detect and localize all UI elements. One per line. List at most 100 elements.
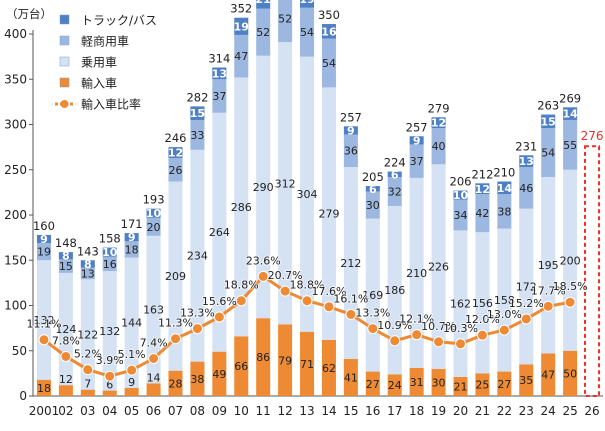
- bar-segment: [300, 0, 315, 8]
- segment-labels: 1813219912124158712213861321610914418914…: [33, 0, 580, 395]
- segment-label: 12: [431, 117, 446, 130]
- bar-segment: [300, 56, 315, 332]
- segment-label: 6: [391, 168, 399, 181]
- segment-label: 10: [102, 246, 118, 259]
- segment-label: 124: [55, 323, 76, 336]
- bar-segment: [475, 194, 490, 233]
- x-tick-label: 17: [387, 404, 402, 418]
- bar-segment: [343, 134, 358, 168]
- bar-segment: [497, 228, 512, 372]
- y-tick-label: 50: [12, 344, 27, 358]
- legend-label: 乗用車: [81, 56, 117, 70]
- segment-label: 304: [297, 188, 318, 201]
- ratio-point: [148, 352, 160, 364]
- legend-swatch: [59, 35, 70, 46]
- bar-segment: [168, 370, 183, 396]
- segment-label: 226: [428, 261, 449, 274]
- total-label: 282: [186, 90, 208, 104]
- segment-label: 21: [256, 0, 271, 6]
- bar-segment: [321, 339, 336, 396]
- x-tick-label: 2001: [29, 404, 60, 418]
- bar-segment: [256, 0, 271, 9]
- segment-label: 27: [366, 378, 380, 391]
- bar-segment: [563, 107, 578, 120]
- x-tick-label: 13: [299, 404, 314, 418]
- ratio-point: [498, 324, 510, 336]
- x-tick-label: 15: [343, 404, 358, 418]
- ratio-label: 13.3%: [180, 307, 215, 320]
- total-label: 143: [77, 244, 99, 258]
- total-label: 350: [318, 8, 340, 22]
- bar-segment: [124, 233, 139, 242]
- segment-label: 36: [344, 145, 358, 158]
- bar-segment: [102, 271, 117, 391]
- segment-label: 132: [99, 325, 120, 338]
- bar-segment: [343, 126, 358, 135]
- ratio-point: [38, 334, 50, 346]
- total-label: 257: [406, 120, 428, 134]
- bar-segment: [190, 119, 205, 150]
- legend-swatch: [59, 56, 70, 67]
- segment-label: 66: [234, 360, 248, 373]
- ratio-point: [191, 323, 203, 335]
- x-tick-label: 14: [321, 404, 336, 418]
- ratio-point: [345, 308, 357, 320]
- bar-segment: [321, 87, 336, 340]
- ratio-label: 13.3%: [355, 307, 390, 320]
- segment-label: 8: [84, 258, 92, 271]
- segment-label: 279: [318, 208, 339, 221]
- ratio-label: 17.6%: [311, 285, 346, 298]
- bar-segment: [234, 17, 249, 35]
- x-tick-label: 03: [80, 404, 95, 418]
- segment-label: 163: [143, 304, 164, 317]
- ratio-label: 12.1%: [399, 313, 434, 326]
- x-tick-label: 10: [234, 404, 249, 418]
- y-tick-label: 150: [4, 253, 27, 267]
- ratio-point: [389, 335, 401, 347]
- bar-segment: [234, 34, 249, 78]
- total-label: 212: [471, 167, 493, 181]
- bar-segment: [80, 267, 95, 280]
- total-label: 269: [559, 91, 581, 105]
- segment-label: 144: [121, 317, 142, 330]
- ratio-point: [367, 323, 379, 335]
- total-label: 224: [384, 156, 406, 170]
- segment-label: 7: [84, 378, 91, 391]
- y-tick-label: 300: [4, 118, 27, 132]
- segment-label: 46: [519, 182, 533, 195]
- ratio-point: [170, 333, 181, 345]
- segment-label: 14: [147, 371, 161, 384]
- bar-segment: [102, 256, 117, 272]
- bar-segment: [146, 383, 161, 396]
- stacked-bars: [36, 0, 601, 397]
- bar-segment: [146, 208, 161, 218]
- total-label: 352: [230, 2, 252, 16]
- total-label: 171: [121, 217, 143, 231]
- bar-segment: [102, 390, 117, 396]
- bar-segment: [409, 367, 424, 396]
- total-label: 279: [428, 101, 450, 115]
- bar-segment: [343, 358, 358, 396]
- bar-segment: [519, 364, 534, 396]
- segment-label: 6: [106, 379, 113, 392]
- bar-segment: [212, 67, 227, 80]
- y-axis: 0 50 100 150 200 250 300 350 400: [4, 27, 34, 403]
- segment-label: 19: [299, 0, 314, 6]
- segment-label: 38: [190, 373, 204, 386]
- total-label: 263: [537, 99, 559, 113]
- total-labels: 1601481431581711932462823143523633803773…: [33, 2, 604, 259]
- ratio-label: 7.8%: [52, 334, 80, 347]
- segment-label: 33: [190, 129, 204, 142]
- ratio-line: 11.1%7.8%5.2%3.9%5.1%7.4%11.3%13.3%15.6%…: [25, 253, 589, 382]
- ratio-point: [323, 301, 335, 313]
- segment-label: 10: [146, 207, 162, 220]
- ratio-point: [213, 311, 225, 323]
- legend-label: トラック/バス: [81, 14, 157, 28]
- bar-segment: [36, 379, 51, 396]
- ratio-point: [301, 295, 313, 307]
- segment-label: 13: [519, 155, 534, 168]
- x-tick-label: 16: [365, 404, 380, 418]
- segment-label: 31: [410, 376, 424, 389]
- x-tick-label: 09: [212, 404, 227, 418]
